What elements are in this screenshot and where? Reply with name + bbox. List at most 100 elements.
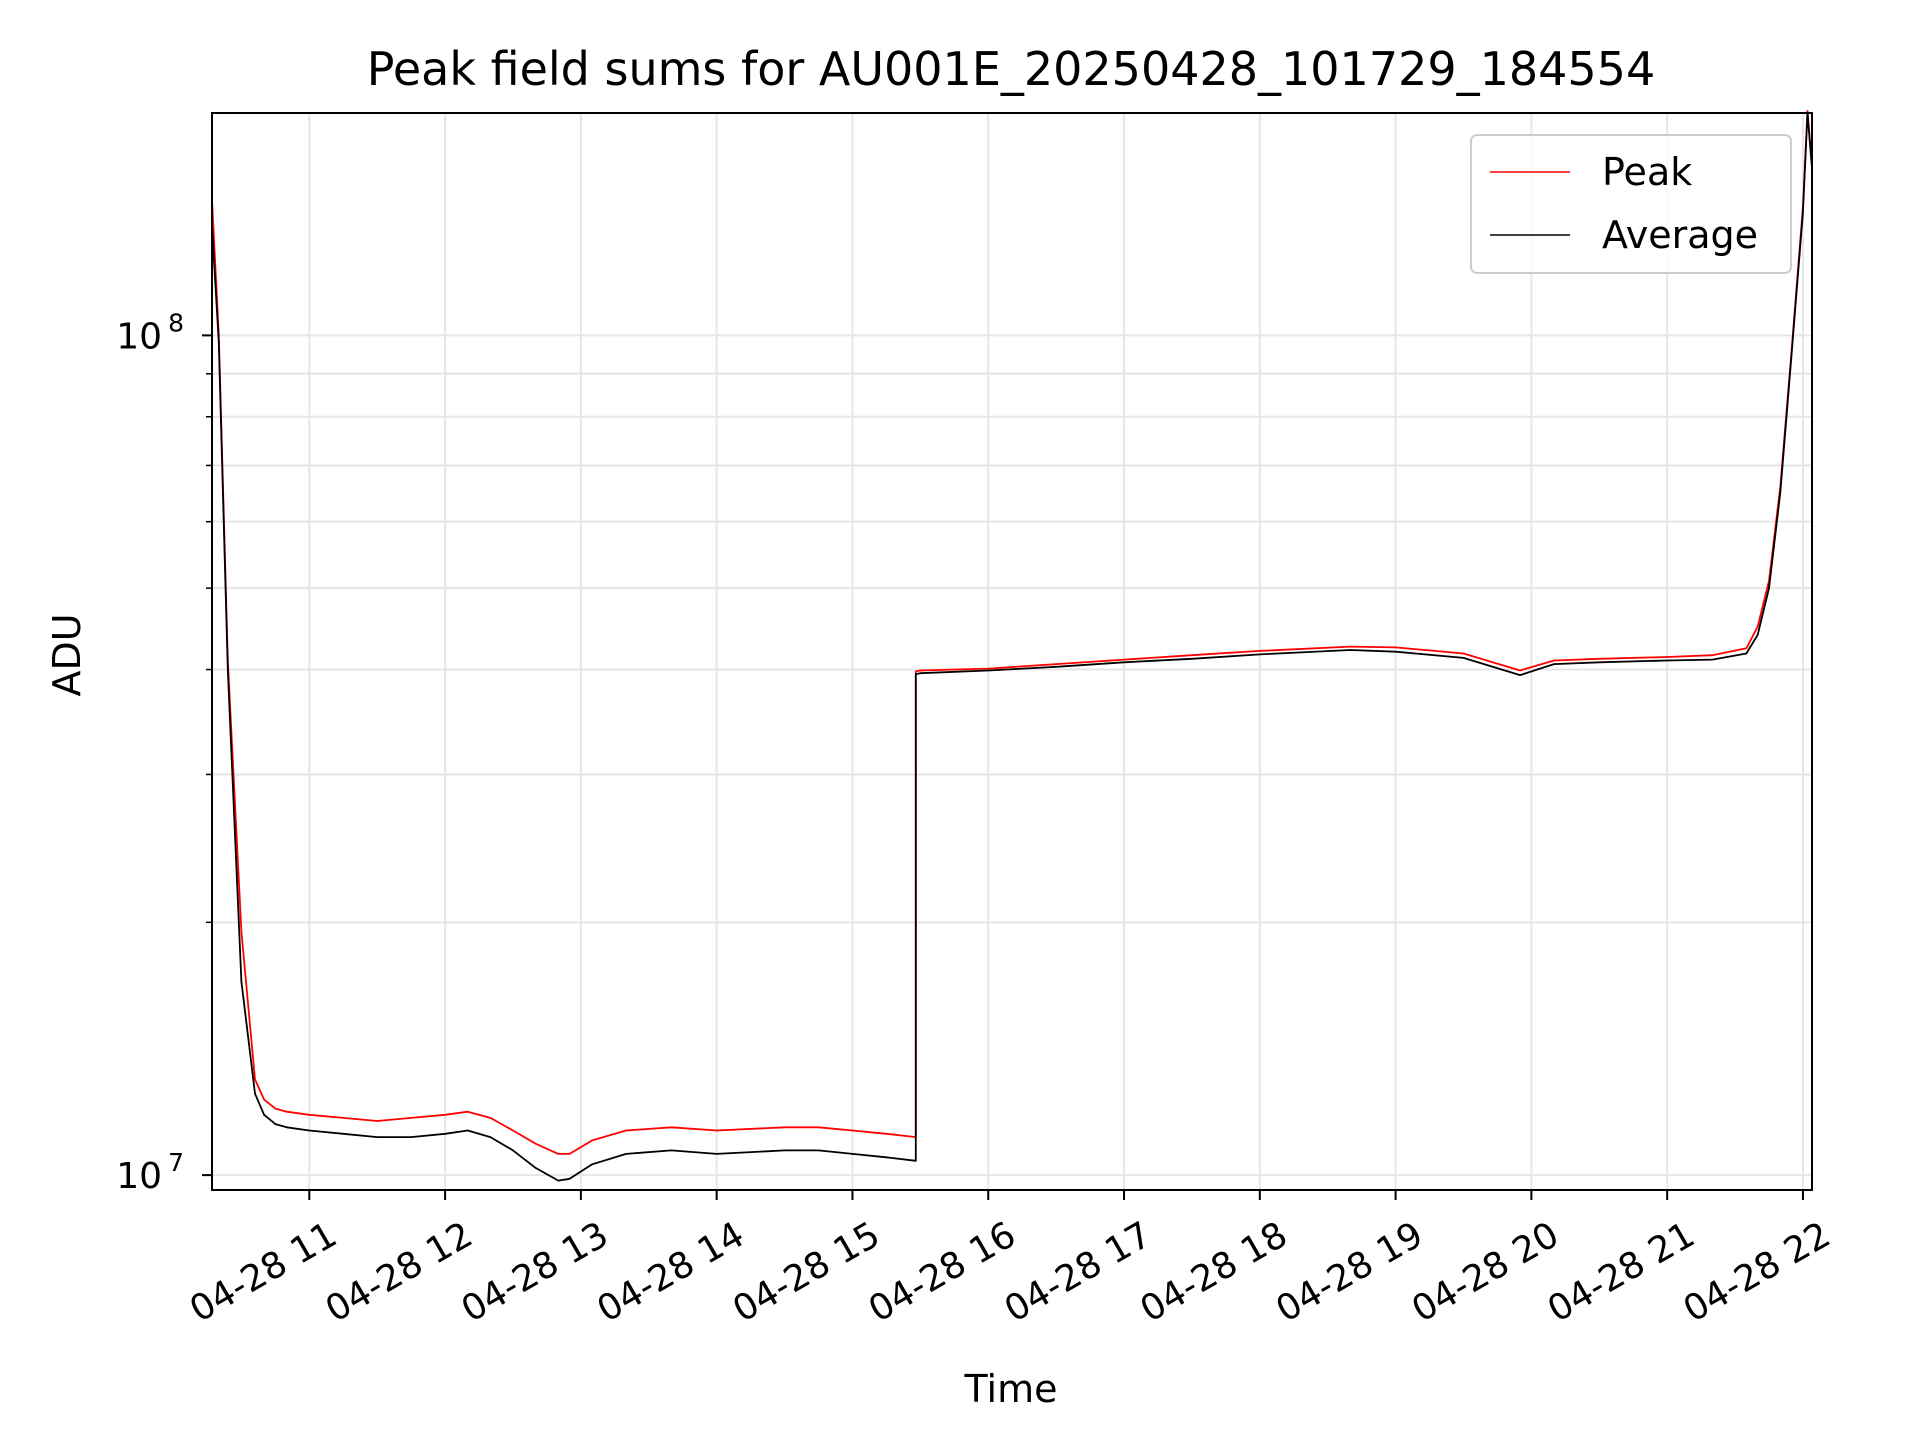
data-point-average [1768,587,1770,589]
data-point-average [851,1153,854,1155]
y-tick-label-exponent: 8 [168,308,184,337]
data-point-peak [817,1126,820,1129]
data-point-peak [1191,654,1193,657]
data-point-peak [254,1078,256,1081]
plot-series [211,110,1813,1182]
data-point-average [1553,663,1555,665]
y-tick-label: 10 [116,1156,162,1197]
data-point-peak [376,1120,379,1122]
data-point-average [1123,661,1125,664]
data-point-average [342,1132,345,1135]
legend-box [1470,134,1792,274]
data-point-peak [1055,663,1057,665]
data-point-average [285,1126,288,1129]
data-point-average [1462,657,1465,659]
data-point-average [254,1092,256,1095]
y-tick-label-exponent: 7 [168,1148,184,1177]
chart-title: Peak field sums for AU001E_20250428_1017… [367,42,1655,96]
data-point-average [1598,661,1601,664]
data-point-average [1055,666,1057,668]
data-point-average [783,1149,786,1152]
data-point-average [263,1113,265,1116]
data-point-peak [1462,652,1465,655]
data-point-peak [263,1098,265,1101]
data-point-peak [915,670,917,673]
data-point-average [557,1179,560,1182]
data-point-average [1349,649,1352,651]
data-point-peak [851,1129,854,1132]
legend: Peak Average [1470,134,1792,274]
data-point-peak [1666,656,1668,658]
data-point-average [410,1136,412,1138]
data-point-peak [274,1107,277,1110]
data-point-average [1519,674,1521,676]
data-point-peak [783,1126,786,1129]
data-point-peak [308,1113,311,1116]
data-point-peak [489,1117,492,1119]
data-point-average [512,1149,514,1152]
data-point-peak [1394,646,1397,649]
data-point-average [919,672,922,675]
data-point-average [1802,211,1804,214]
data-point-average [670,1149,673,1152]
data-point-average [715,1153,718,1155]
data-point-peak [410,1117,412,1119]
data-point-peak [466,1110,469,1113]
data-point-average [1745,652,1748,655]
data-point-average [987,669,990,672]
data-point-peak [1598,657,1601,660]
data-point-peak [444,1113,446,1116]
data-point-peak [591,1139,593,1142]
data-point-average [1191,657,1193,660]
data-point-average [1666,659,1668,662]
legend-peak-label: Peak [1602,150,1692,194]
data-point-average [885,1156,888,1159]
data-point-peak [987,667,990,670]
data-point-peak [1123,658,1125,661]
data-point-peak [557,1153,560,1155]
data-point-peak [534,1142,537,1145]
data-point-average [227,668,229,671]
data-point-average [444,1132,446,1135]
data-point-average [1790,353,1793,355]
data-point-peak [1756,625,1759,628]
data-point-average [1259,653,1261,656]
data-point-peak [1553,659,1555,662]
data-point-average [817,1149,820,1152]
data-point-average [1756,633,1759,636]
data-point-peak [919,669,922,672]
data-point-average [625,1153,627,1155]
data-point-average [591,1163,593,1166]
data-point-peak [625,1129,627,1132]
data-point-peak [1711,654,1714,657]
data-point-average [1711,658,1714,661]
data-point-peak [885,1132,888,1135]
data-point-peak [568,1153,571,1155]
data-point-peak [670,1126,673,1129]
data-point-average [240,980,243,983]
y-tick-label: 10 [116,316,162,357]
data-point-average [534,1167,537,1169]
grid [212,113,1812,1190]
data-point-average [376,1136,379,1138]
data-point-average [274,1123,277,1125]
data-point-peak [1259,650,1261,652]
data-point-peak [1349,645,1352,648]
data-point-average [308,1129,311,1132]
data-point-peak [512,1129,514,1132]
data-point-peak [1745,647,1748,650]
y-axis-label: ADU [45,613,89,696]
data-point-average [1394,650,1397,653]
data-point-average [915,673,917,675]
plot-frame [211,112,1813,1191]
data-point-average [217,341,220,344]
data-point-peak [1806,110,1809,112]
legend-average-label: Average [1602,213,1758,257]
data-point-peak [715,1129,718,1132]
data-point-average [466,1129,469,1132]
x-axis-label: Time [964,1367,1058,1411]
data-point-peak [342,1117,345,1119]
data-point-average [915,1160,917,1162]
